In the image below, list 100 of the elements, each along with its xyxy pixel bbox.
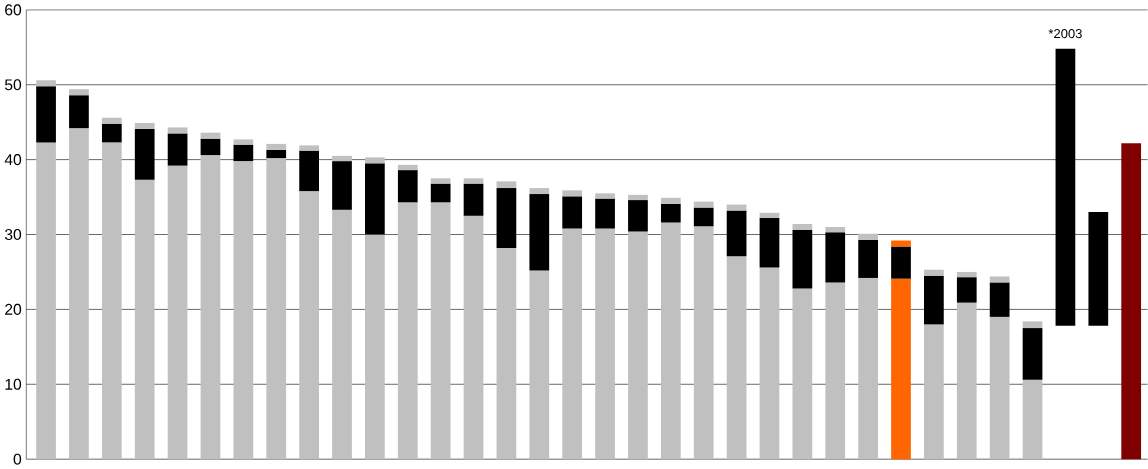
bar — [595, 198, 615, 229]
bar — [792, 224, 813, 230]
bar — [660, 197, 681, 204]
y-tick-label: 20 — [5, 303, 22, 315]
bar — [858, 277, 878, 460]
bar — [660, 203, 681, 223]
bar — [595, 193, 615, 199]
bar — [397, 202, 418, 460]
bar — [101, 117, 122, 124]
bar — [69, 95, 89, 129]
bar — [759, 218, 780, 268]
bar — [200, 132, 221, 139]
y-tick-label: 30 — [4, 228, 22, 241]
y-tick-label: 10 — [5, 378, 22, 390]
bar — [628, 194, 648, 201]
y-tick-label: 50 — [4, 79, 22, 91]
bar — [365, 234, 385, 460]
bar — [36, 80, 56, 87]
bar — [529, 188, 550, 195]
bar — [562, 190, 583, 197]
bar — [36, 142, 56, 460]
bar — [628, 200, 648, 232]
bar — [200, 138, 221, 156]
bar — [891, 246, 911, 279]
bar — [989, 276, 1010, 283]
bar — [69, 128, 89, 460]
bar — [693, 207, 714, 227]
bar — [332, 161, 352, 210]
bar — [397, 164, 418, 171]
bar — [628, 231, 648, 460]
bar — [924, 324, 944, 460]
y-tick-label: 60 — [5, 4, 22, 16]
bar — [858, 233, 878, 240]
bar — [496, 181, 517, 189]
bar — [660, 222, 681, 460]
bar — [266, 149, 287, 159]
bar — [266, 158, 287, 460]
bar — [529, 194, 550, 271]
bar — [1022, 379, 1043, 460]
bar — [233, 144, 254, 162]
bar — [69, 89, 89, 96]
bar — [266, 143, 287, 150]
bar — [1088, 212, 1109, 326]
bar — [792, 230, 813, 289]
annotation: *2003 — [1048, 28, 1082, 39]
bar — [529, 270, 550, 460]
bar — [299, 191, 319, 460]
bar — [430, 178, 451, 184]
y-tick-label: 0 — [13, 453, 22, 465]
bar — [956, 277, 977, 303]
bar — [299, 150, 319, 192]
bar — [726, 210, 747, 257]
bar — [989, 282, 1010, 317]
bar — [1022, 321, 1043, 329]
bar — [167, 165, 188, 460]
bar — [562, 228, 583, 460]
bar — [463, 215, 484, 460]
bar — [1055, 48, 1076, 326]
bar — [726, 256, 747, 460]
bar — [332, 155, 352, 162]
bar — [496, 247, 517, 460]
bar — [693, 226, 714, 460]
bar — [989, 316, 1010, 460]
bar — [463, 178, 484, 184]
bar — [1121, 143, 1142, 460]
bar — [101, 142, 122, 460]
bar — [1022, 328, 1043, 380]
bar — [332, 209, 352, 460]
bar — [233, 139, 254, 145]
bar — [463, 183, 484, 216]
bar — [430, 183, 451, 203]
bar — [891, 278, 911, 460]
bar — [759, 267, 780, 460]
bar — [825, 232, 846, 283]
bar — [825, 282, 846, 460]
bar — [825, 227, 846, 233]
bar — [792, 288, 813, 460]
bar — [134, 179, 155, 460]
bar — [134, 122, 155, 129]
bar — [167, 133, 188, 166]
y-tick-label: 40 — [4, 154, 22, 166]
bar — [956, 302, 977, 460]
bar — [167, 127, 188, 134]
bar — [200, 155, 221, 460]
bar — [101, 123, 122, 143]
bar — [233, 161, 254, 460]
bar — [562, 196, 583, 229]
bar — [430, 202, 451, 460]
bar — [759, 212, 780, 219]
bar — [693, 201, 714, 208]
bar — [496, 188, 517, 248]
bar — [956, 271, 977, 278]
bar — [365, 157, 385, 164]
bar — [134, 128, 155, 180]
bar — [726, 204, 747, 211]
bar — [924, 275, 944, 325]
bar — [36, 86, 56, 143]
bar — [299, 145, 319, 151]
bar — [365, 163, 385, 235]
bar — [397, 170, 418, 203]
